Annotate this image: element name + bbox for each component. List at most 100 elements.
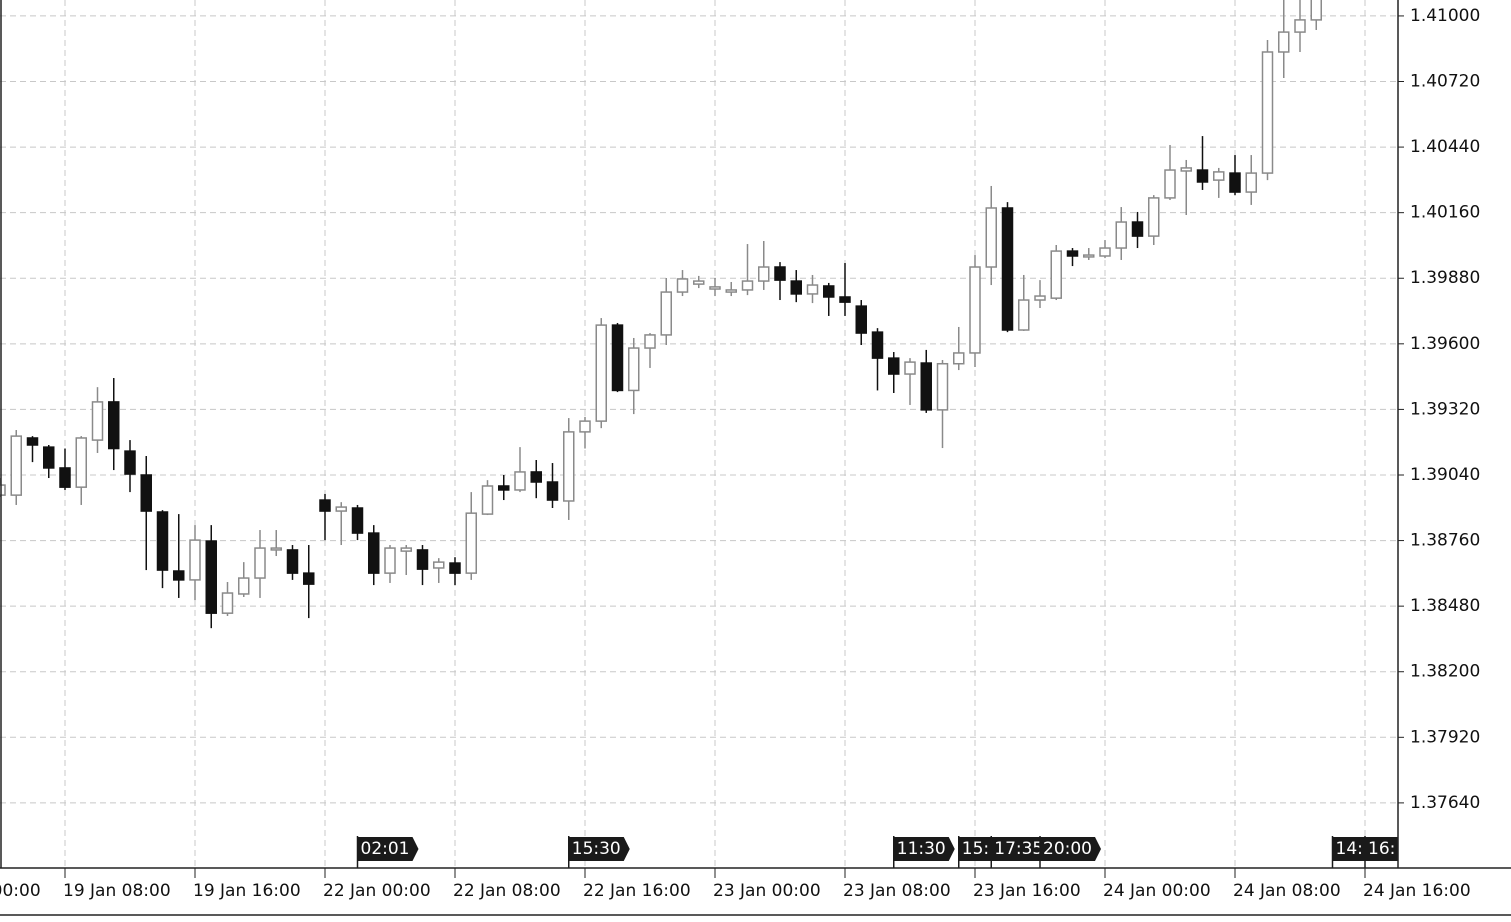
- candle-body: [156, 511, 169, 571]
- x-tick-label: 24 Jan 00:00: [1103, 881, 1211, 901]
- candle-body: [1294, 19, 1306, 33]
- candle-body: [1229, 172, 1241, 193]
- candle-body: [254, 547, 266, 579]
- event-label: 14:: [1336, 839, 1363, 859]
- candle-body: [530, 471, 542, 483]
- candle-body: [1115, 221, 1127, 249]
- candle-body: [1131, 221, 1144, 237]
- candle-body: [985, 207, 997, 268]
- event-marker: 14:: [1331, 836, 1372, 868]
- x-tick-label: 23 Jan 00:00: [713, 881, 821, 901]
- candle-body: [1245, 172, 1257, 193]
- candle-body: [839, 296, 851, 303]
- candle-body: [693, 280, 705, 285]
- y-tick-label: 1.39040: [1410, 465, 1480, 485]
- event-box: [1332, 837, 1372, 861]
- candle-body: [871, 331, 884, 359]
- candle-body: [140, 474, 152, 512]
- candle-body: [270, 547, 282, 551]
- candle-body: [1001, 207, 1014, 331]
- candle-body: [1196, 169, 1209, 183]
- event-box: [991, 837, 1053, 861]
- x-tick-label: 23 Jan 16:00: [973, 881, 1081, 901]
- candle-body: [351, 507, 364, 534]
- x-tick-label: 22 Jan 16:00: [583, 881, 691, 901]
- candle-body: [1278, 31, 1290, 53]
- candle-body: [335, 506, 347, 512]
- candle-body: [400, 547, 412, 552]
- candle-body: [75, 437, 87, 488]
- candle-body: [660, 291, 672, 336]
- candle-body: [384, 547, 396, 574]
- grid: [0, 0, 1398, 868]
- candle-body: [449, 562, 461, 574]
- events: 02:01 15:30 11:30 15: 17:35 20:00 14: 16:: [356, 836, 1398, 868]
- x-tick-label: 24 Jan 16:00: [1363, 881, 1471, 901]
- candle-body: [1180, 167, 1192, 172]
- candle-body: [1083, 254, 1095, 258]
- candle-body: [709, 286, 721, 290]
- x-tick-label: 19 Jan 16:00: [193, 881, 301, 901]
- candle-body: [498, 485, 510, 491]
- candle-body: [920, 362, 932, 411]
- candle-body: [221, 592, 234, 614]
- y-tick-label: 1.39880: [1410, 268, 1480, 288]
- event-marker: 15:30: [568, 836, 630, 868]
- candle-body: [189, 539, 201, 581]
- candle-body: [595, 324, 607, 422]
- event-box: [1365, 837, 1398, 861]
- candle-body: [0, 484, 6, 496]
- y-tick-label: 1.39320: [1410, 399, 1480, 419]
- candle-body: [563, 431, 575, 502]
- y-tick-label: 1.37920: [1410, 727, 1480, 747]
- event-label: 15:: [962, 839, 989, 859]
- candle-body: [758, 266, 770, 282]
- candle-body: [173, 570, 185, 581]
- y-tick-label: 1.39600: [1410, 334, 1480, 354]
- candle-body: [43, 446, 55, 469]
- candle-body: [888, 357, 900, 375]
- event-marker: 17:35: [990, 836, 1053, 868]
- candle-body: [1018, 299, 1030, 331]
- candle-body: [465, 512, 477, 574]
- event-label: 16:: [1368, 839, 1395, 859]
- y-tick-label: 1.38480: [1410, 596, 1480, 616]
- event-box: [357, 837, 419, 861]
- candle-body: [124, 450, 136, 475]
- candle-body: [936, 362, 949, 411]
- candle-body: [368, 532, 380, 574]
- candle-body: [26, 437, 39, 446]
- event-box: [568, 837, 630, 861]
- x-tick-label: 22 Jan 08:00: [453, 881, 561, 901]
- event-box: [893, 837, 955, 861]
- candle-body: [855, 305, 867, 334]
- event-label: 20:00: [1043, 839, 1092, 859]
- candle-body: [59, 467, 71, 488]
- candle-body: [205, 540, 217, 614]
- candle-body: [1148, 197, 1160, 237]
- candle-body: [416, 549, 429, 570]
- candle-body: [481, 485, 494, 515]
- candle-body: [579, 420, 591, 433]
- candle-body: [91, 401, 104, 441]
- y-tick-label: 1.40720: [1410, 72, 1480, 92]
- candle-body: [1261, 51, 1274, 174]
- event-label: 11:30: [897, 839, 946, 859]
- candle-body: [286, 549, 299, 574]
- candle-body: [1099, 247, 1111, 257]
- candle-body: [790, 280, 802, 295]
- candle-body: [725, 289, 737, 293]
- candle-body: [546, 481, 559, 501]
- x-tick-label: 19 Jan 00:00: [0, 881, 41, 901]
- event-marker: 11:30: [893, 836, 955, 868]
- candle-body: [319, 499, 331, 512]
- event-box: [1040, 837, 1101, 861]
- event-marker: 02:01: [356, 836, 419, 868]
- candle-body: [953, 352, 965, 365]
- x-tick-label: 19 Jan 08:00: [63, 881, 171, 901]
- event-label: 02:01: [361, 839, 410, 859]
- candle-body: [969, 266, 981, 354]
- candle-body: [1066, 250, 1079, 257]
